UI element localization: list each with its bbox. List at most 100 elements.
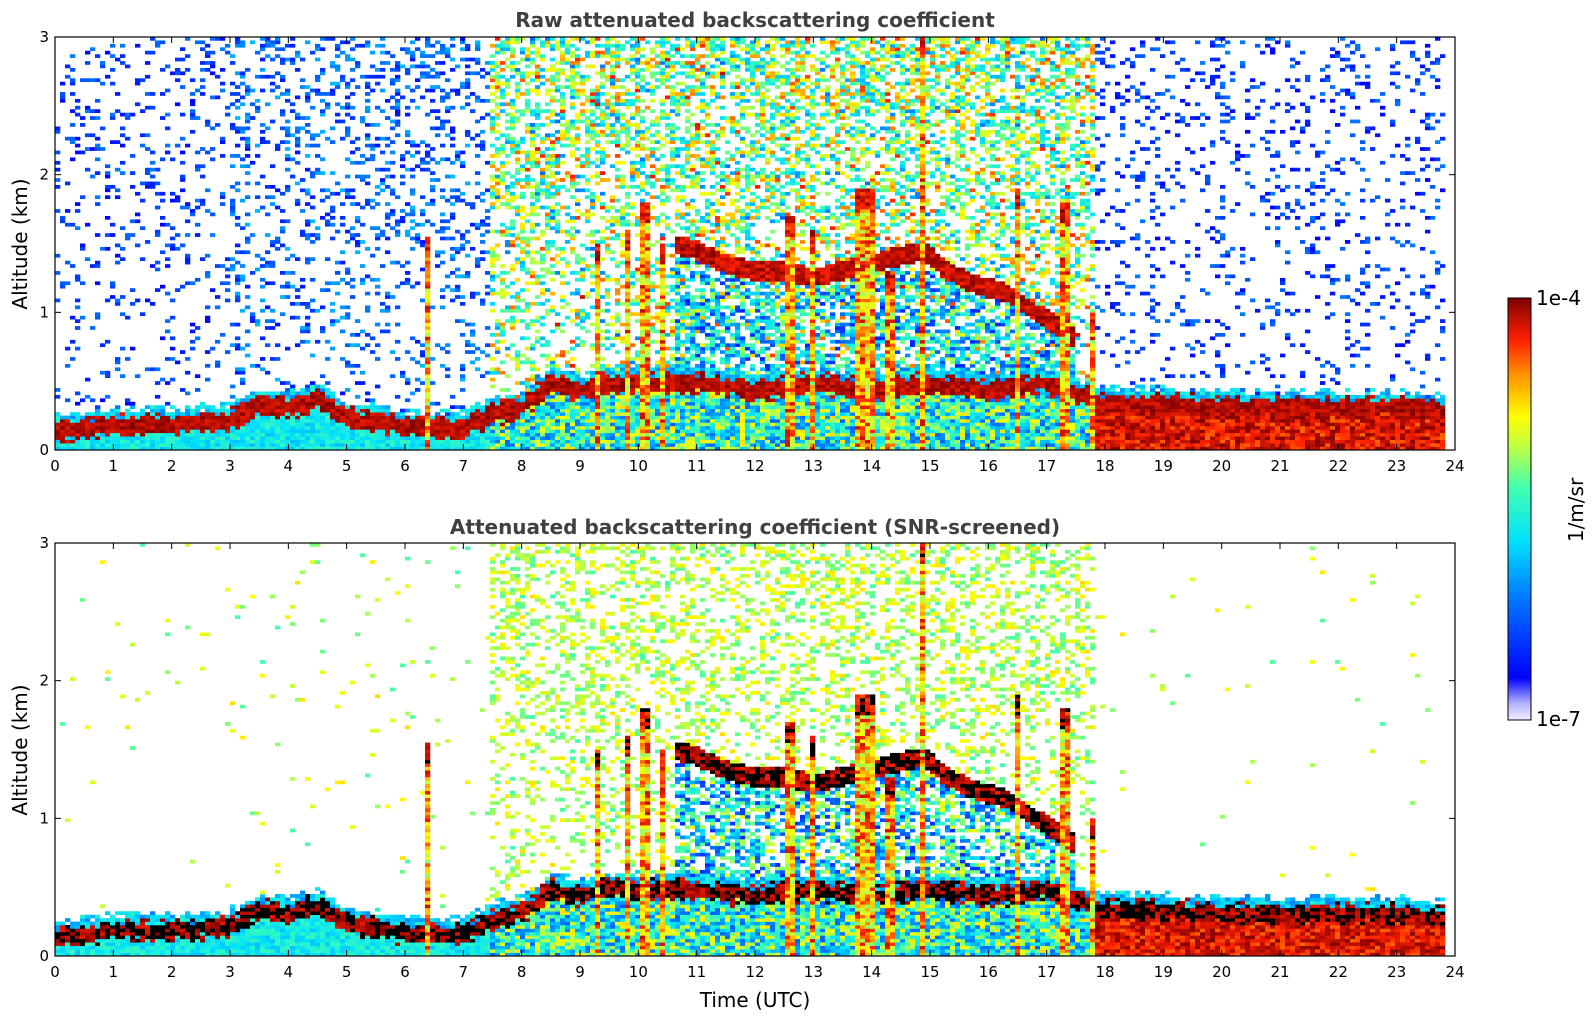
heatmap-cell xyxy=(495,105,501,110)
heatmap-cell xyxy=(480,439,486,444)
heatmap-cell xyxy=(380,408,386,413)
heatmap-cell xyxy=(325,408,331,413)
heatmap-cell xyxy=(375,384,381,389)
heatmap-cell xyxy=(630,71,636,76)
heatmap-cell xyxy=(535,112,541,117)
heatmap-cell xyxy=(595,250,601,255)
heatmap-cell xyxy=(530,429,536,434)
heatmap-cell xyxy=(480,116,486,120)
heatmap-cell xyxy=(430,188,436,193)
heatmap-cell xyxy=(595,408,601,413)
heatmap-cell xyxy=(465,143,471,148)
heatmap-cell xyxy=(595,322,601,327)
heatmap-cell xyxy=(375,439,381,444)
heatmap-cell xyxy=(520,446,526,450)
heatmap-cell xyxy=(100,436,106,440)
heatmap-cell xyxy=(365,74,371,79)
heatmap-cell xyxy=(385,250,391,255)
heatmap-cell xyxy=(435,415,441,420)
heatmap-cell xyxy=(580,260,586,265)
heatmap-cell xyxy=(260,47,266,52)
heatmap-cell xyxy=(555,246,561,251)
heatmap-cell xyxy=(80,281,86,286)
heatmap-cell xyxy=(530,257,536,262)
heatmap-cell xyxy=(545,405,551,409)
heatmap-cell xyxy=(475,415,481,420)
heatmap-cell xyxy=(450,446,456,450)
heatmap-cell xyxy=(600,401,606,406)
heatmap-cell xyxy=(400,215,406,220)
heatmap-cell xyxy=(140,419,146,423)
heatmap-cell xyxy=(125,429,131,434)
heatmap-cell xyxy=(625,443,631,447)
heatmap-cell xyxy=(535,126,541,131)
heatmap-cell xyxy=(255,74,261,79)
heatmap-cell xyxy=(615,95,621,100)
heatmap-cell xyxy=(505,319,511,323)
heatmap-cell xyxy=(525,123,531,127)
heatmap-cell xyxy=(550,240,556,244)
heatmap-cell xyxy=(295,439,301,444)
heatmap-cell xyxy=(415,164,421,169)
heatmap-cell xyxy=(105,432,111,437)
heatmap-cell xyxy=(615,215,621,220)
heatmap-cell xyxy=(255,143,261,148)
heatmap-cell xyxy=(650,439,656,444)
heatmap-cell xyxy=(590,191,596,196)
heatmap-cell xyxy=(220,415,226,420)
heatmap-cell xyxy=(635,88,641,93)
heatmap-cell xyxy=(185,143,191,148)
heatmap-cell xyxy=(530,363,536,368)
heatmap-cell xyxy=(150,429,156,434)
heatmap-cell xyxy=(285,391,291,396)
heatmap-cell xyxy=(400,408,406,413)
heatmap-cell xyxy=(540,229,546,234)
heatmap-cell xyxy=(390,140,396,144)
heatmap-cell xyxy=(595,229,601,234)
heatmap-cell xyxy=(605,126,611,131)
heatmap-cell xyxy=(485,422,491,427)
heatmap-cell xyxy=(520,391,526,396)
heatmap-cell xyxy=(205,377,211,382)
heatmap-cell xyxy=(120,439,126,444)
heatmap-cell xyxy=(550,81,556,86)
heatmap-cell xyxy=(445,419,451,423)
heatmap-cell xyxy=(495,154,501,158)
heatmap-cell xyxy=(80,195,86,200)
heatmap-cell xyxy=(240,408,246,413)
heatmap-cell xyxy=(385,443,391,447)
heatmap-cell xyxy=(645,240,651,244)
heatmap-cell xyxy=(60,422,66,427)
heatmap-cell xyxy=(485,215,491,220)
heatmap-cell xyxy=(460,377,466,382)
heatmap-cell xyxy=(285,219,291,224)
heatmap-cell xyxy=(505,37,511,41)
heatmap-cell xyxy=(435,422,441,427)
heatmap-cell xyxy=(180,412,186,416)
heatmap-cell xyxy=(360,240,366,244)
heatmap-cell xyxy=(535,429,541,434)
heatmap-cell xyxy=(575,271,581,275)
heatmap-cell xyxy=(265,40,271,45)
heatmap-cell xyxy=(535,157,541,162)
heatmap-cell xyxy=(440,436,446,440)
heatmap-cell xyxy=(550,243,556,248)
heatmap-cell xyxy=(340,432,346,437)
heatmap-cell xyxy=(600,109,606,114)
heatmap-cell xyxy=(235,277,241,282)
heatmap-cell xyxy=(630,377,636,382)
heatmap-cell xyxy=(125,419,131,423)
heatmap-cell xyxy=(555,222,561,227)
heatmap-cell xyxy=(215,412,221,416)
heatmap-cell xyxy=(435,85,441,89)
heatmap-cell xyxy=(260,367,266,372)
heatmap-cell xyxy=(550,271,556,275)
heatmap-cell xyxy=(595,37,601,41)
heatmap-cell xyxy=(105,370,111,375)
heatmap-cell xyxy=(555,78,561,83)
heatmap-cell xyxy=(605,446,611,450)
heatmap-cell xyxy=(515,85,521,89)
heatmap-cell xyxy=(275,408,281,413)
heatmap-cell xyxy=(370,439,376,444)
heatmap-cell xyxy=(455,295,461,299)
